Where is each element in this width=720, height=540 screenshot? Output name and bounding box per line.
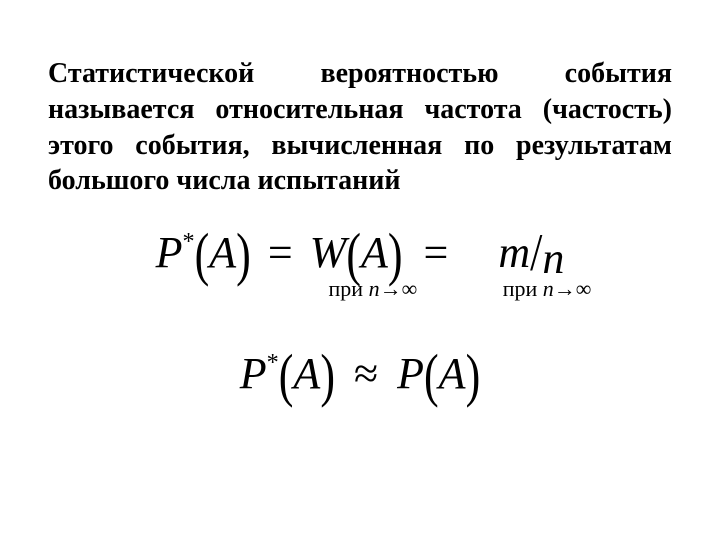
- paren-close-4: ): [466, 341, 481, 410]
- sym-m: m: [498, 228, 530, 277]
- formula-block-1: P*(A) = W(A) = m/n при n→∞ при n→∞: [48, 227, 672, 302]
- paren-open-3: (: [279, 341, 294, 410]
- formula-1: P*(A) = W(A) = m/n: [48, 227, 672, 278]
- sym-P: P: [156, 228, 183, 277]
- limit-inf-2: ∞: [576, 276, 592, 301]
- limit-1: при n→∞: [329, 276, 418, 302]
- paren-close-2: ): [388, 220, 403, 289]
- sym-slash: /: [530, 222, 542, 283]
- sym-eq: =: [262, 228, 299, 277]
- sym-W: W: [310, 228, 347, 277]
- definition-text: Статистической вероятностью события назы…: [48, 56, 672, 199]
- sym-A2: A: [361, 228, 388, 277]
- sym-star-2: *: [267, 349, 279, 376]
- sym-A-4: A: [439, 349, 466, 398]
- sym-P-2: P: [240, 349, 267, 398]
- sym-A: A: [209, 228, 236, 277]
- paren-close-3: ): [320, 341, 335, 410]
- limit-n-1: n: [369, 276, 380, 301]
- sym-P-3: P: [397, 349, 424, 398]
- paren-open-2: (: [346, 220, 361, 289]
- limit-inf-1: ∞: [402, 276, 418, 301]
- sym-star: *: [183, 228, 195, 255]
- formula-2: P*(A) ≈ P(A): [48, 348, 672, 399]
- slide: Статистической вероятностью события назы…: [0, 0, 720, 540]
- sym-eq-2: =: [414, 228, 455, 277]
- sym-n: n: [542, 234, 564, 283]
- paren-open-4: (: [424, 341, 439, 410]
- paren-open: (: [195, 220, 210, 289]
- paren-close: ): [236, 220, 251, 289]
- sym-approx: ≈: [346, 349, 386, 398]
- sym-A-3: A: [293, 349, 320, 398]
